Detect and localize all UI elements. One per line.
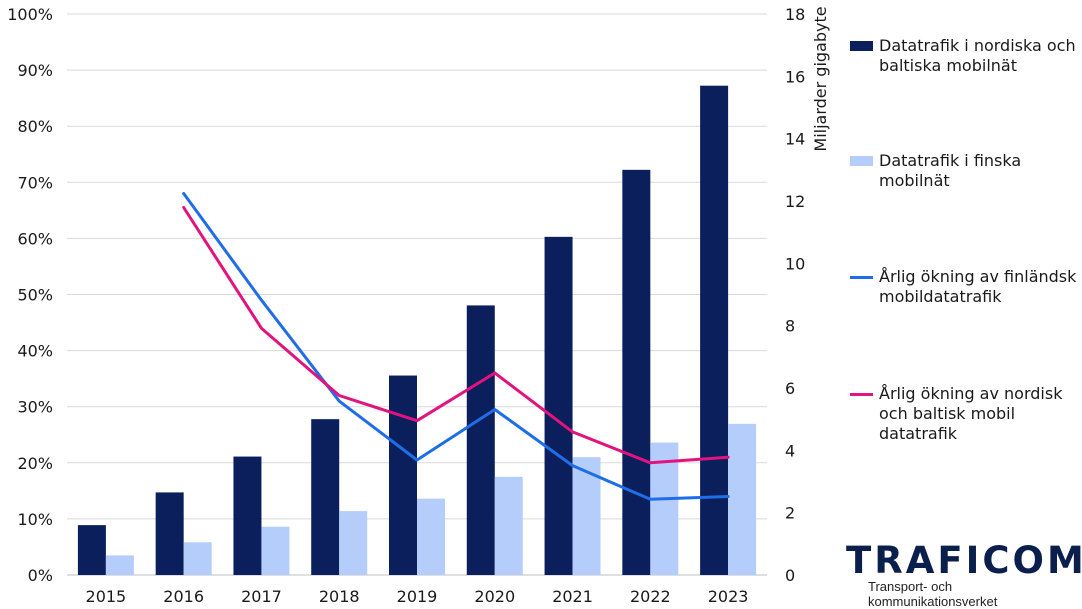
right-axis-tick-label: 2 (785, 504, 795, 523)
x-axis-tick-label: 2022 (630, 587, 671, 606)
right-axis-tick-label: 18 (785, 5, 805, 24)
legend-label-line: datatrafik (879, 424, 958, 443)
legend-label-line: och baltisk mobil (879, 404, 1016, 423)
left-axis-tick-label: 90% (17, 61, 53, 80)
bar-finnish (494, 476, 523, 575)
legend-label-line: Datatrafik i nordiska och (879, 36, 1076, 55)
x-axis-tick-label: 2021 (552, 587, 593, 606)
right-axis-tick-label: 4 (785, 441, 795, 460)
bar-nordic-baltic (389, 375, 417, 575)
x-axis-tick-label: 2016 (163, 587, 204, 606)
left-axis-tick-label: 20% (17, 454, 53, 473)
x-axis-tick-label: 2017 (241, 587, 282, 606)
bar-nordic-baltic (233, 456, 262, 575)
bar-finnish (417, 498, 445, 575)
legend-label-line: mobildatatrafik (879, 287, 1002, 306)
left-axis-tick-label: 30% (17, 398, 53, 417)
legend-label-line: baltiska mobilnät (879, 56, 1017, 75)
bar-nordic-baltic (622, 169, 651, 576)
traficom-logo: TRAFICOM Transport- och kommunikationsve… (846, 539, 1082, 609)
right-axis-tick-label: 16 (785, 67, 805, 86)
legend-swatch-blue-line (850, 276, 873, 279)
logo-subtitle: Transport- och kommunikationsverket (868, 579, 998, 609)
x-axis-tick-label: 2020 (474, 587, 515, 606)
bar-finnish (728, 423, 757, 575)
bar-finnish (261, 526, 290, 575)
bar-finnish (183, 542, 212, 575)
right-axis-tick-label: 12 (785, 192, 805, 211)
right-axis-title: Miljarder gigabyte (811, 6, 830, 151)
line-finnish-growth (182, 192, 730, 501)
bar-nordic-baltic (77, 525, 106, 575)
legend-swatch-dark-bar (850, 41, 873, 51)
bar-nordic-baltic (700, 85, 729, 575)
bar-nordic-baltic (155, 492, 184, 575)
right-axis-tick-label: 0 (785, 566, 795, 585)
line-nordic-growth (182, 206, 730, 465)
bar-nordic-baltic (311, 419, 340, 575)
left-axis-tick-label: 70% (17, 173, 53, 192)
x-axis-tick-label: 2019 (397, 587, 438, 606)
bar-finnish (650, 442, 679, 575)
left-axis-tick-label: 100% (7, 5, 53, 24)
legend-label-line: Årlig ökning av finländsk (879, 267, 1077, 286)
x-axis-tick-label: 2015 (86, 587, 127, 606)
x-axis-tick-label: 2018 (319, 587, 360, 606)
right-axis-tick-label: 14 (785, 130, 805, 149)
left-axis-tick-label: 10% (17, 510, 53, 529)
legend-swatch-pink-line (850, 393, 873, 396)
right-axis-tick-label: 8 (785, 317, 795, 336)
legend-label-line: Datatrafik i finska (879, 151, 1022, 170)
legend-label-line: mobilnät (879, 171, 950, 190)
bar-finnish (339, 511, 368, 575)
left-axis-tick-label: 0% (28, 566, 53, 585)
right-axis-tick-label: 10 (785, 254, 805, 273)
bar-finnish (105, 555, 134, 575)
left-axis-tick-label: 50% (17, 286, 53, 305)
x-axis-tick-label: 2023 (708, 587, 749, 606)
legend-label-line: Årlig ökning av nordisk (879, 384, 1063, 403)
bar-nordic-baltic (466, 305, 495, 575)
legend-swatch-light-bar (850, 156, 873, 166)
left-axis-tick-label: 80% (17, 117, 53, 136)
bar-nordic-baltic (544, 236, 573, 575)
left-axis-tick-label: 60% (17, 229, 53, 248)
logo-wordmark: TRAFICOM (846, 539, 1082, 582)
left-axis-tick-label: 40% (17, 342, 53, 361)
right-axis-tick-label: 6 (785, 379, 795, 398)
